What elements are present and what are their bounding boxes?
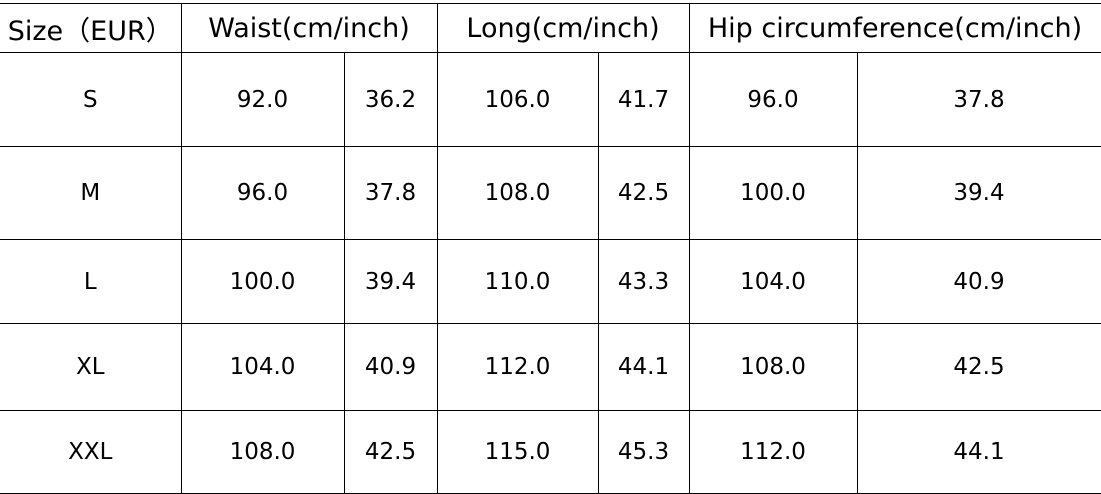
table-row: M 96.0 37.8 108.0 42.5 100.0 39.4 (0, 146, 1101, 240)
table-cell: 96.0 (688, 52, 858, 147)
table-cell: 108.0 (180, 410, 345, 494)
table-cell: 100.0 (180, 239, 345, 324)
table-cell: 40.9 (856, 239, 1101, 324)
header-waist: Waist(cm/inch) (180, 3, 438, 53)
table-cell: L (0, 239, 182, 324)
table-cell: 42.5 (597, 146, 690, 240)
table-cell: 37.8 (343, 146, 438, 240)
table-cell: S (0, 52, 182, 147)
table-cell: 96.0 (180, 146, 345, 240)
table-cell: 92.0 (180, 52, 345, 147)
table-cell: XXL (0, 410, 182, 494)
table-cell: XL (0, 323, 182, 411)
table-cell: 42.5 (856, 323, 1101, 411)
table-cell: 100.0 (688, 146, 858, 240)
table-cell: 39.4 (856, 146, 1101, 240)
table-cell: 39.4 (343, 239, 438, 324)
table-cell: 37.8 (856, 52, 1101, 147)
table-cell: 112.0 (688, 410, 858, 494)
table-cell: 43.3 (597, 239, 690, 324)
table-cell: M (0, 146, 182, 240)
table-cell: 36.2 (343, 52, 438, 147)
header-row: Size（EUR） Waist(cm/inch) Long(cm/inch) H… (0, 3, 1101, 53)
table-cell: 45.3 (597, 410, 690, 494)
table-cell: 42.5 (343, 410, 438, 494)
table-row: S 92.0 36.2 106.0 41.7 96.0 37.8 (0, 52, 1101, 147)
table-cell: 115.0 (436, 410, 599, 494)
table-row: L 100.0 39.4 110.0 43.3 104.0 40.9 (0, 239, 1101, 324)
table-cell: 108.0 (688, 323, 858, 411)
table-cell: 41.7 (597, 52, 690, 147)
table-cell: 104.0 (180, 323, 345, 411)
table-cell: 112.0 (436, 323, 599, 411)
table-row: XL 104.0 40.9 112.0 44.1 108.0 42.5 (0, 323, 1101, 411)
table-cell: 40.9 (343, 323, 438, 411)
header-size: Size（EUR） (0, 3, 182, 53)
table-row: XXL 108.0 42.5 115.0 45.3 112.0 44.1 (0, 410, 1101, 494)
table-cell: 110.0 (436, 239, 599, 324)
header-hip: Hip circumference(cm/inch) (688, 3, 1101, 53)
table-cell: 106.0 (436, 52, 599, 147)
table-cell: 44.1 (856, 410, 1101, 494)
table-cell: 104.0 (688, 239, 858, 324)
table-cell: 44.1 (597, 323, 690, 411)
table-cell: 108.0 (436, 146, 599, 240)
header-long: Long(cm/inch) (436, 3, 690, 53)
size-chart-table: Size（EUR） Waist(cm/inch) Long(cm/inch) H… (0, 3, 1101, 494)
